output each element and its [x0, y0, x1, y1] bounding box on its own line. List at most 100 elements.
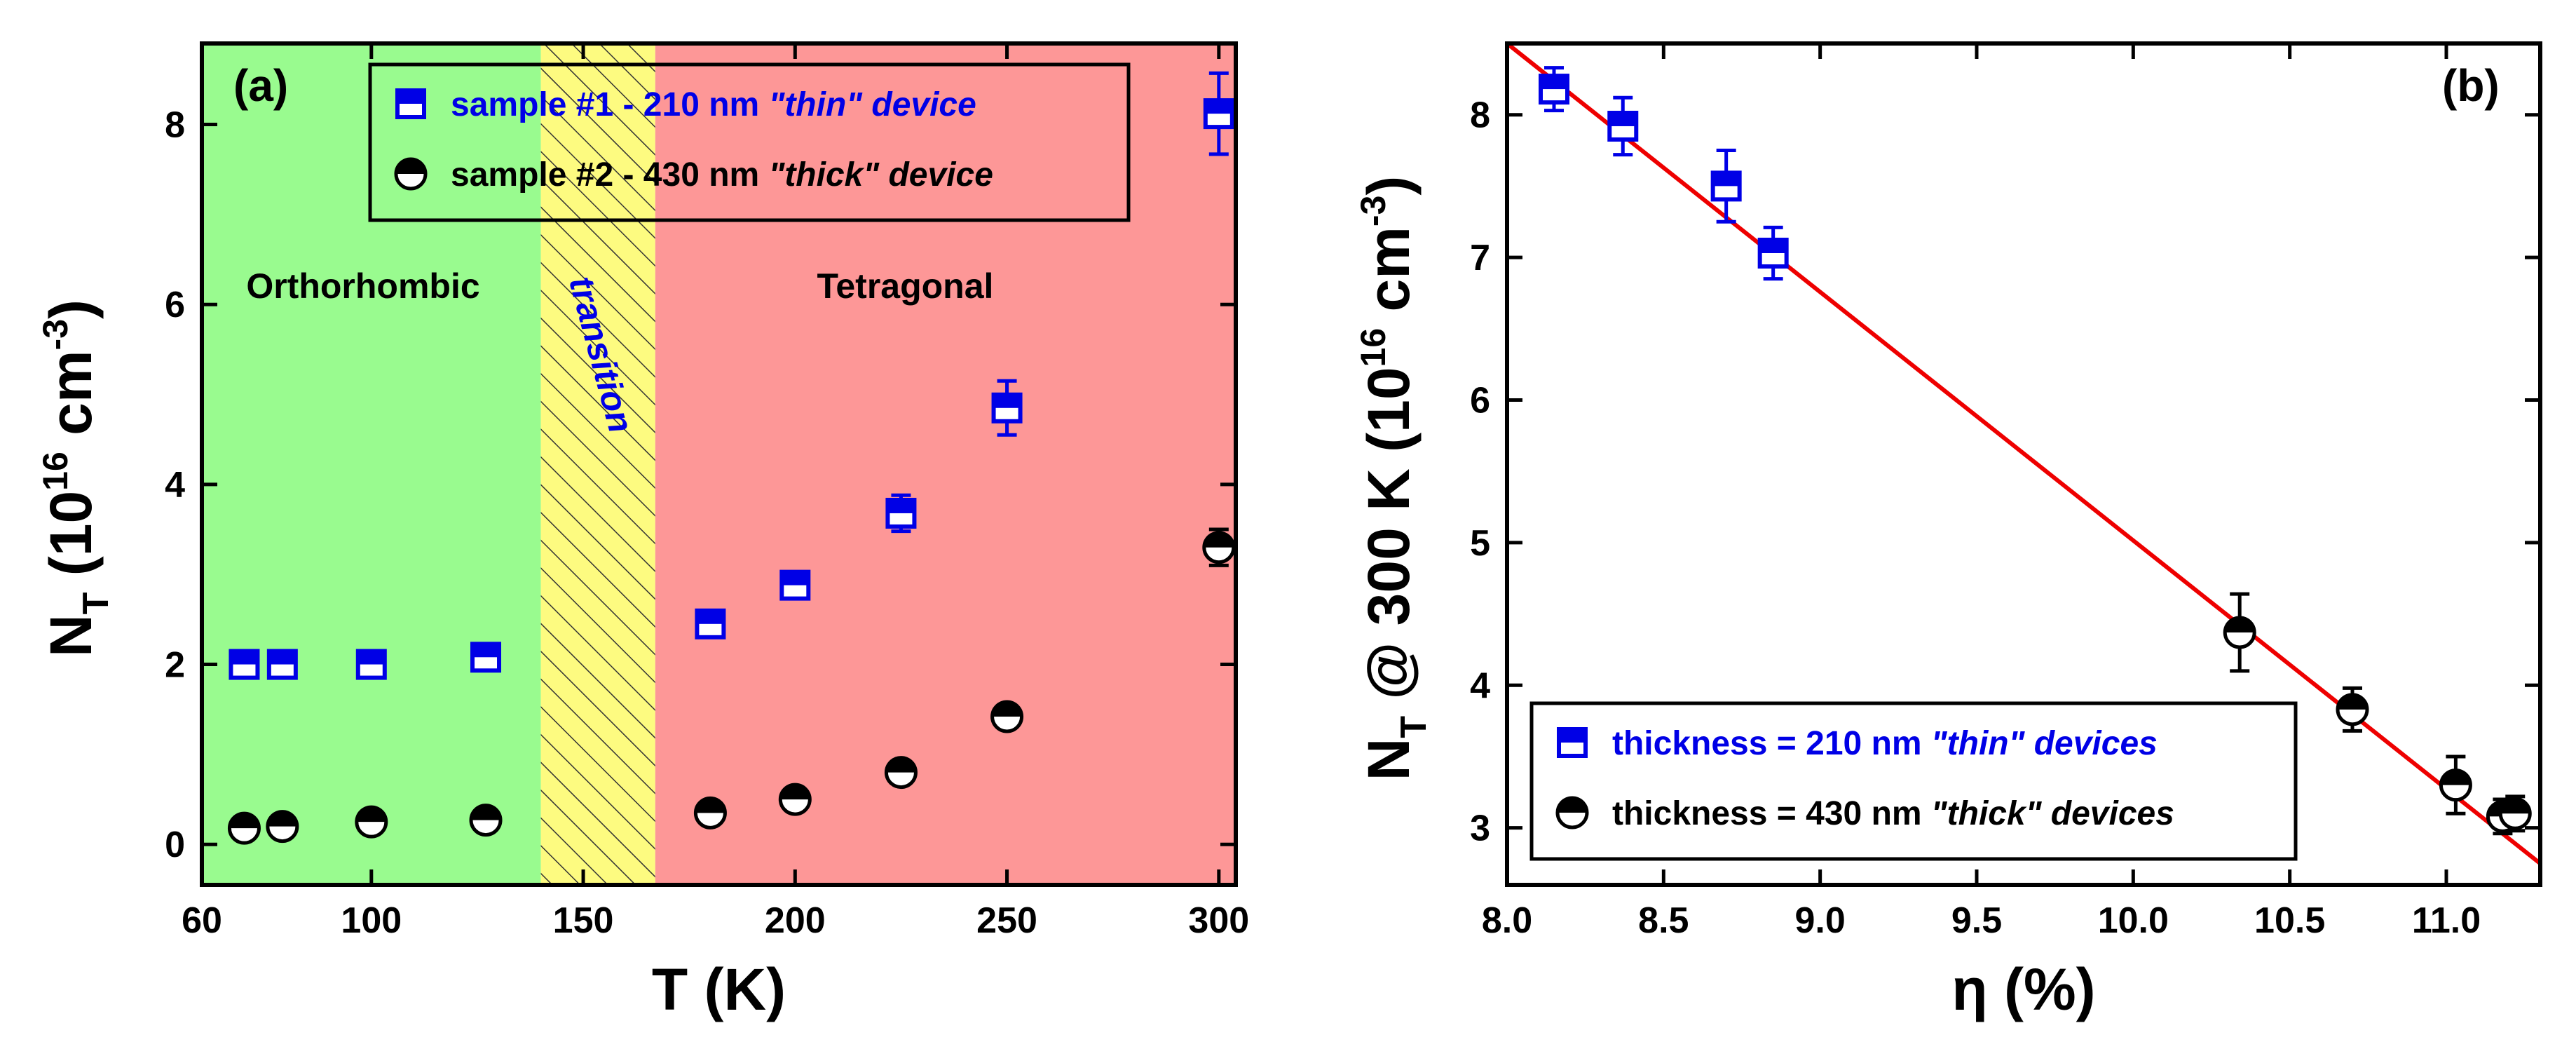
y-tick-label: 7: [1470, 238, 1490, 278]
y-axis-label-part-ylabel_base: N: [1356, 738, 1422, 781]
y-tick-label: 4: [1470, 665, 1490, 706]
y-axis-label-part-ylabel_sub: T: [1393, 716, 1434, 738]
region-label-tetragonal: Tetragonal: [817, 266, 994, 306]
data-point-thin-fill: [782, 571, 809, 585]
panel-label: (b): [2442, 60, 2500, 111]
data-point-thick-fill: [780, 785, 810, 800]
series-thick: [2223, 592, 2532, 836]
region-label-orthorhombic: Orthorhombic: [246, 266, 479, 306]
data-point-thick-fill: [2441, 770, 2471, 785]
legend-label-prefix: sample #1 - 210 nm: [451, 86, 769, 123]
data-point-thick-fill: [1204, 532, 1234, 548]
legend-label-emph: "thin" device: [769, 86, 976, 123]
y-axis-label-part-ylabel_close: ): [1356, 176, 1422, 196]
legend: thickness = 210 nm "thin" devicesthickne…: [1529, 701, 2298, 861]
y-axis-label-part-ylabel_exp16: 16: [36, 452, 75, 491]
data-point-thick-fill: [229, 813, 259, 829]
legend-marker-thin-fill: [397, 90, 424, 104]
plot-frame: [1505, 41, 2542, 887]
data-point-thin-fill: [472, 644, 500, 658]
legend-box: [368, 62, 1131, 222]
y-axis-label-part-ylabel_exp3: -3: [36, 319, 75, 350]
series-thin: [229, 71, 1234, 680]
x-tick-label: 200: [765, 900, 826, 941]
data-point-thick-fill: [2500, 799, 2530, 814]
legend-label-prefix: thickness = 430 nm: [1612, 795, 1931, 832]
x-tick-label: 300: [1188, 900, 1249, 941]
y-axis-label-1: NT @ 300 K (1016 cm-3): [1354, 176, 1434, 781]
legend-marker-thick-fill: [1558, 798, 1587, 813]
x-tick-label: 100: [341, 900, 402, 941]
legend-label-emph: "thick" devices: [1931, 795, 2174, 832]
legend-label-emph: "thick" device: [769, 156, 993, 194]
region-1: [540, 43, 655, 885]
y-tick-label: 4: [165, 465, 185, 506]
data-point-thin-fill: [268, 651, 296, 665]
data-point-thin-fill: [993, 394, 1021, 408]
y-tick-label: 8: [1470, 95, 1490, 136]
data-point-thin-fill: [357, 651, 385, 665]
legend-marker-thin-fill: [1559, 729, 1586, 743]
y-axis-label-text-1: NT @ 300 K (1016 cm-3): [1354, 176, 1434, 781]
y-axis-label-part-ylabel_unit2: cm: [38, 350, 104, 452]
legend-box: [1529, 701, 2298, 861]
x-tick-label: 150: [553, 900, 614, 941]
data-point-thin-fill: [1205, 100, 1232, 114]
y-axis-label-part-ylabel_unit2: cm: [1356, 226, 1422, 328]
y-tick-label: 8: [165, 105, 185, 146]
data-point-thick-fill: [471, 805, 501, 820]
data-point-thin-fill: [887, 499, 915, 513]
y-tick-label: 6: [165, 285, 185, 325]
x-axis-label: T (K): [652, 956, 786, 1022]
x-tick-label: 60: [182, 900, 222, 941]
legend-label-thick: sample #2 - 430 nm "thick" device: [451, 156, 993, 194]
y-axis-label-0: NT (1016 cm-3): [36, 299, 116, 657]
legend-label-prefix: thickness = 210 nm: [1612, 725, 1931, 762]
y-tick-label: 6: [1470, 380, 1490, 421]
y-axis-label-text-0: NT (1016 cm-3): [36, 299, 116, 657]
data-point-thin-fill: [231, 651, 258, 665]
data-point-thick-fill: [695, 798, 725, 813]
data-point-thick-fill: [356, 807, 386, 822]
legend-label-thick: thickness = 430 nm "thick" devices: [1612, 795, 2174, 832]
panel-label: (a): [233, 60, 288, 111]
data-point-thin-fill: [1712, 172, 1740, 187]
plot-b: 8.0 8.5 9.0 9.5 10.0 10.5 11.0 3 4 5 6 7 8 (b) η (%) th…: [1470, 41, 2542, 1022]
x-tick-label: 10.5: [2254, 900, 2325, 941]
legend-label-emph: "thin" devices: [1931, 725, 2158, 762]
data-point-thick-fill: [267, 811, 297, 827]
plot-frame: [200, 41, 1238, 887]
data-point-thin-fill: [1609, 112, 1637, 126]
x-tick-label: 10.0: [2098, 900, 2169, 941]
x-tick-label: 250: [976, 900, 1037, 941]
y-axis-label-part-ylabel_sub: T: [76, 592, 116, 614]
y-axis-label-part-ylabel_unit: (10: [38, 491, 104, 593]
y-axis-label-part-ylabel_unit: @ 300 K (10: [1356, 367, 1422, 715]
y-tick-label: 2: [165, 645, 185, 686]
legend-label-thin: thickness = 210 nm "thin" devices: [1612, 725, 2158, 762]
series-thick: [227, 527, 1236, 845]
y-tick-label: 5: [1470, 523, 1490, 564]
fit-line: [1507, 43, 2540, 865]
x-tick-label: 8.5: [1638, 900, 1689, 941]
x-tick-label: 9.0: [1795, 900, 1846, 941]
y-axis-label-part-ylabel_exp3: -3: [1354, 196, 1393, 226]
data-point-thin-fill: [697, 610, 724, 624]
legend-marker-thick-fill: [396, 159, 425, 174]
data-point-thick-fill: [2225, 618, 2255, 632]
legend-label-prefix: sample #2 - 430 nm: [451, 156, 769, 194]
data-point-thick-fill: [2338, 694, 2367, 710]
y-tick-label: 0: [165, 825, 185, 865]
series-thin: [1539, 66, 1789, 281]
x-tick-label: 11.0: [2412, 900, 2481, 941]
x-tick-label: 8.0: [1482, 900, 1532, 941]
data-point-thin-fill: [1759, 239, 1787, 253]
data-point-thick-fill: [886, 757, 916, 773]
x-axis-label: η (%): [1951, 956, 2095, 1022]
data-point-thin-fill: [1541, 76, 1567, 90]
region-2: [655, 43, 1236, 885]
y-axis-label-part-ylabel_base: N: [38, 614, 104, 657]
